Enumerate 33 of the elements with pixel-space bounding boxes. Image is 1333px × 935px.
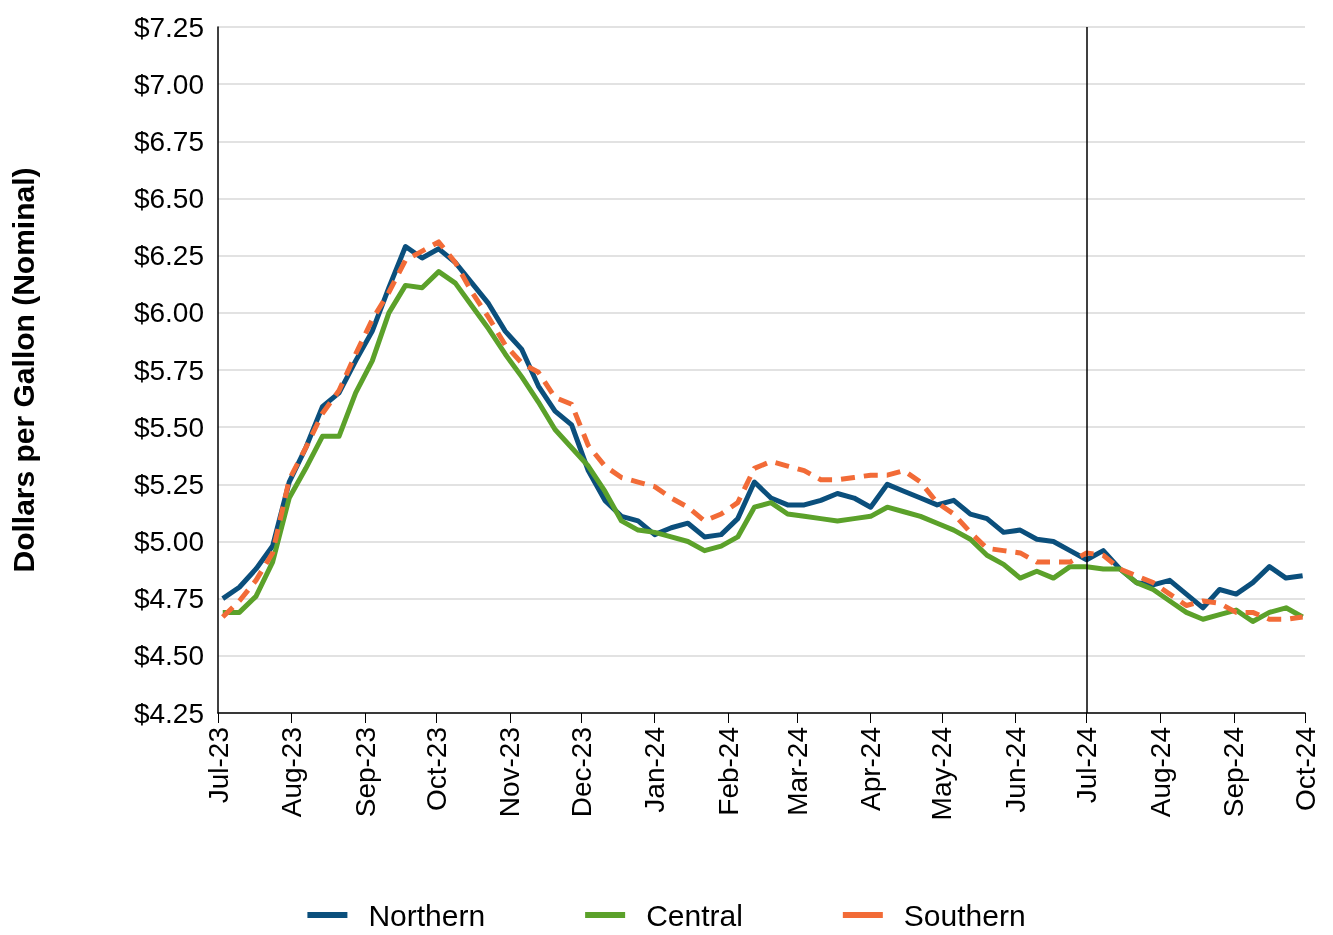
x-tick-label: Oct-24 (1289, 727, 1321, 812)
x-tick-label: Dec-23 (565, 727, 597, 818)
y-tick-label: $6.50 (133, 183, 204, 214)
legend-label: Central (646, 898, 743, 932)
x-tick-label: Jun-24 (999, 727, 1031, 813)
legend-label: Northern (368, 898, 486, 932)
y-tick-label: $6.25 (133, 240, 204, 272)
y-tick-label: $7.00 (133, 68, 204, 100)
y-tick-label: $4.75 (133, 583, 204, 615)
y-tick-label: $5.50 (133, 411, 204, 443)
x-tick-label: Nov-23 (494, 727, 526, 818)
x-tick-label: Aug-23 (276, 727, 308, 818)
y-tick-label: $5.25 (133, 468, 204, 500)
x-tick-label: Jan-24 (639, 727, 671, 813)
x-tick-label: Apr-24 (855, 727, 887, 812)
x-tick-label: Aug-24 (1144, 727, 1176, 818)
x-tick-label: Mar-24 (781, 727, 813, 816)
y-tick-label: $4.25 (133, 697, 204, 729)
y-tick-label: $6.00 (133, 297, 204, 329)
y-tick-label: $6.75 (133, 125, 204, 157)
x-tick-label: Oct-23 (420, 727, 452, 812)
y-tick-label: $5.75 (133, 354, 204, 386)
x-tick-label: Sep-23 (349, 727, 381, 818)
x-tick-label: Jul-23 (202, 727, 234, 804)
x-tick-label: Feb-24 (712, 727, 744, 816)
x-tick-label: Sep-24 (1218, 727, 1250, 818)
y-tick-label: $4.50 (133, 640, 204, 672)
x-tick-label: Jul-24 (1071, 727, 1103, 804)
y-axis-title: Dollars per Gallon (Nominal) (6, 167, 40, 573)
x-tick-label: May-24 (926, 727, 958, 821)
legend-label: Southern (903, 898, 1026, 932)
y-tick-label: $5.00 (133, 526, 204, 557)
y-tick-label: $7.25 (133, 11, 204, 43)
